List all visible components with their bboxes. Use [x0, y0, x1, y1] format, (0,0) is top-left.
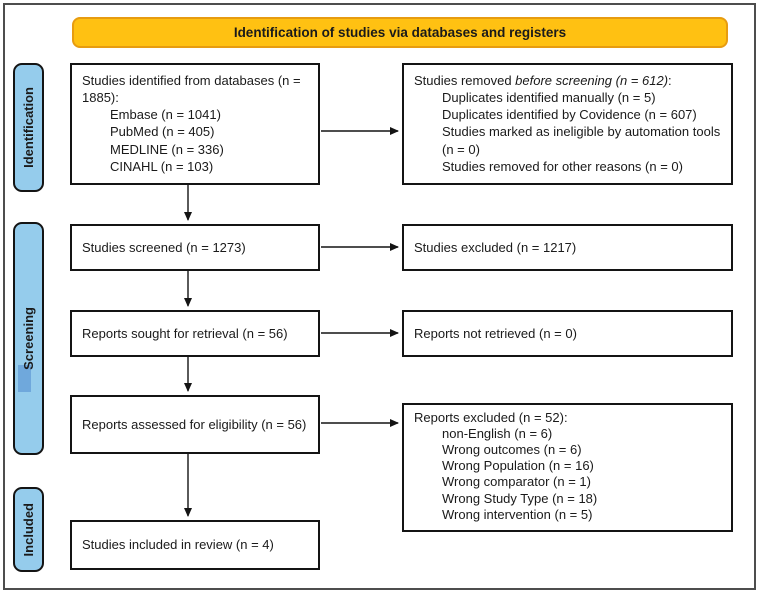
box-reports-not-retrieved: Reports not retrieved (n = 0)	[402, 310, 733, 357]
list-item: Studies marked as ineligible by automati…	[442, 124, 721, 157]
box-label: Studies included in review (n = 4)	[82, 537, 274, 553]
list-item: MEDLINE (n = 336)	[110, 141, 224, 157]
outer-border	[3, 3, 756, 590]
box-title: Reports excluded (n = 52):	[414, 410, 568, 425]
box-studies-identified: Studies identified from databases (n = 1…	[70, 63, 320, 185]
box-title: Studies removed before screening (n = 61…	[414, 73, 672, 88]
stage-label-identification: Identification	[13, 63, 44, 192]
list-item: Duplicates identified by Covidence (n = …	[442, 107, 697, 123]
stage-label-text: Included	[21, 502, 36, 557]
list-item: CINAHL (n = 103)	[110, 158, 214, 174]
stage-label-included: Included	[13, 487, 44, 572]
box-label: Reports not retrieved (n = 0)	[414, 325, 577, 341]
box-reports-sought: Reports sought for retrieval (n = 56)	[70, 310, 320, 357]
list-item: Wrong comparator (n = 1)	[442, 474, 591, 490]
list-item: Wrong Study Type (n = 18)	[442, 490, 598, 506]
box-studies-included: Studies included in review (n = 4)	[70, 520, 320, 570]
list-item: Duplicates identified manually (n = 5)	[442, 90, 656, 106]
box-label: Studies excluded (n = 1217)	[414, 239, 577, 255]
box-studies-screened: Studies screened (n = 1273)	[70, 224, 320, 271]
italic-phrase: before screening (n = 612)	[515, 73, 669, 88]
stage-label-screening: Screening	[13, 222, 44, 455]
list-item: Embase (n = 1041)	[110, 107, 221, 123]
box-reports-assessed: Reports assessed for eligibility (n = 56…	[70, 395, 320, 454]
box-studies-excluded: Studies excluded (n = 1217)	[402, 224, 733, 271]
highlight-mark	[18, 365, 31, 392]
list-item: Wrong intervention (n = 5)	[442, 506, 593, 522]
box-label: Reports sought for retrieval (n = 56)	[82, 325, 288, 341]
box-label: Reports assessed for eligibility (n = 56…	[82, 416, 307, 432]
banner-title: Identification of studies via databases …	[72, 17, 728, 48]
list-item: Studies removed for other reasons (n = 0…	[442, 158, 683, 174]
list-item: Wrong Population (n = 16)	[442, 458, 594, 474]
list-item: Wrong outcomes (n = 6)	[442, 442, 582, 458]
box-label: Studies screened (n = 1273)	[82, 239, 246, 255]
box-reports-excluded: Reports excluded (n = 52): non-English (…	[402, 403, 733, 532]
list-item: PubMed (n = 405)	[110, 124, 215, 140]
stage-label-text: Screening	[21, 307, 36, 370]
box-title: Studies identified from databases (n = 1…	[82, 73, 301, 106]
list-item: non-English (n = 6)	[442, 426, 553, 442]
box-studies-removed: Studies removed before screening (n = 61…	[402, 63, 733, 185]
stage-label-text: Identification	[21, 87, 36, 168]
